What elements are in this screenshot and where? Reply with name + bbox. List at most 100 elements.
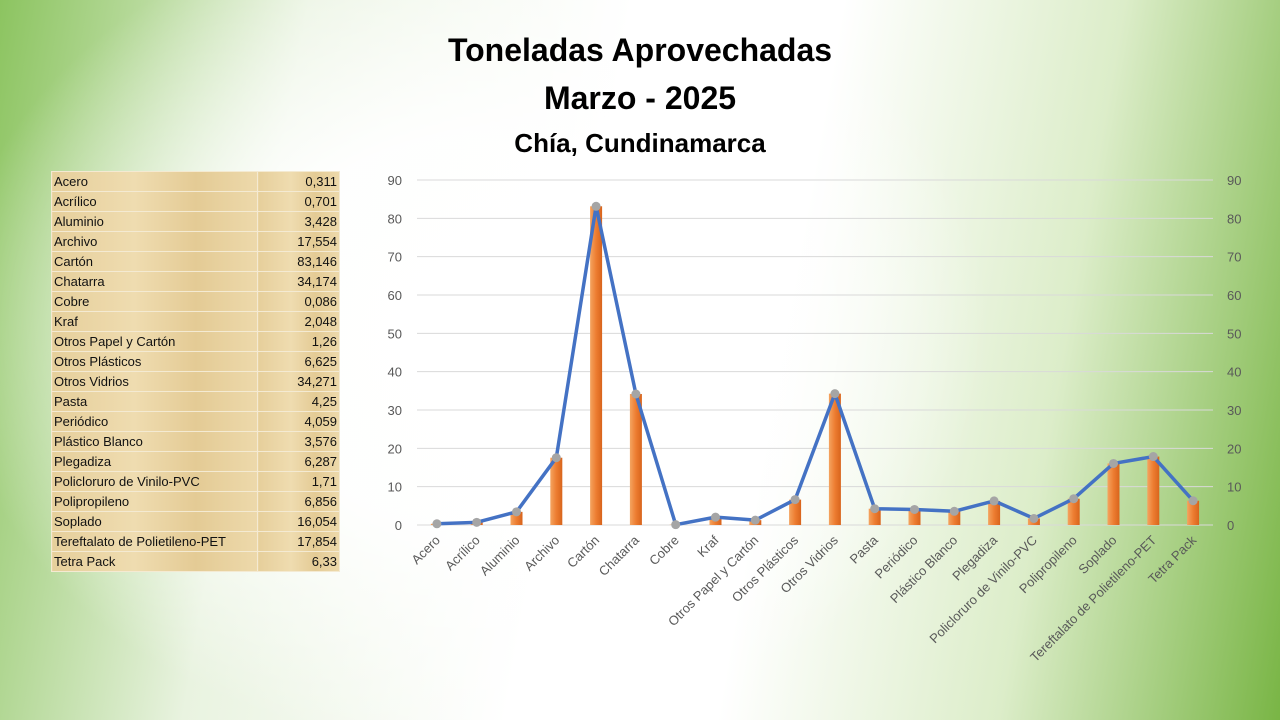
table-row: Otros Plásticos 6,625 [51, 351, 340, 372]
line-marker [830, 389, 840, 399]
line-marker [1069, 494, 1079, 504]
y-tick-label: 50 [388, 326, 402, 341]
y-tick-label: 20 [388, 441, 402, 456]
secondary-y-tick-label: 80 [1227, 211, 1241, 226]
location-title: Chía, Cundinamarca [514, 128, 766, 158]
table-row: Periódico 4,059 [51, 411, 340, 432]
material-cell: Plegadiza [51, 451, 258, 472]
secondary-y-tick-label: 10 [1227, 480, 1241, 495]
secondary-y-tick-label: 50 [1227, 326, 1241, 341]
bar [828, 393, 841, 525]
bar [1187, 500, 1200, 525]
bar [988, 500, 1001, 525]
bar [590, 206, 603, 525]
material-cell: Otros Papel y Cartón [51, 331, 258, 352]
line-marker [631, 389, 641, 399]
x-tick-label: Acero [408, 533, 443, 568]
line-marker [1029, 513, 1039, 523]
x-tick-label: Cobre [646, 533, 682, 569]
value-cell: 0,311 [257, 171, 340, 192]
line-marker [512, 507, 521, 517]
line-marker [1109, 458, 1118, 468]
material-cell: Cartón [51, 251, 258, 272]
line-marker [671, 520, 681, 530]
table-row: Aluminio 3,428 [51, 211, 340, 232]
table-row: Tetra Pack 6,33 [51, 551, 340, 572]
value-cell: 3,428 [257, 211, 340, 232]
material-cell: Periódico [51, 411, 258, 432]
value-cell: 3,576 [257, 431, 340, 452]
secondary-y-tick-label: 30 [1227, 403, 1241, 418]
y-tick-label: 60 [388, 288, 402, 303]
x-tick-label: Kraf [694, 532, 722, 560]
table-row: Pasta 4,25 [51, 391, 340, 412]
material-cell: Tereftalato de Polietileno-PET [51, 531, 258, 552]
bar [1107, 463, 1120, 525]
chart-subtitle: Marzo - 2025 [543, 80, 737, 116]
table-row: Acero 0,311 [51, 171, 340, 192]
table-row: Plegadiza 6,287 [51, 451, 340, 472]
table-row: Cartón 83,146 [51, 251, 340, 272]
secondary-y-tick-label: 40 [1227, 365, 1241, 380]
table-row: Chatarra 34,174 [51, 271, 340, 292]
x-tick-label: Aluminio [477, 533, 523, 579]
line-marker [750, 515, 760, 525]
value-cell: 83,146 [257, 251, 340, 272]
line-marker [591, 201, 601, 211]
line-marker [472, 517, 482, 527]
y-tick-label: 90 [388, 173, 402, 188]
series-line [436, 204, 1195, 527]
line-marker [1148, 452, 1158, 462]
bar [789, 499, 802, 525]
line-marker [949, 506, 959, 516]
material-cell: Soplado [51, 511, 258, 532]
y-tick-label: 0 [395, 518, 402, 533]
data-table: Acero 0,311 Acrílico 0,701 Aluminio 3,428 Arch… [51, 171, 340, 572]
line-marker [551, 453, 561, 463]
secondary-y-tick-label: 20 [1227, 441, 1241, 456]
value-cell: 16,054 [257, 511, 340, 532]
y-tick-label: 80 [388, 211, 402, 226]
secondary-y-tick-label: 70 [1227, 250, 1241, 265]
line-marker [910, 504, 919, 514]
line-marker [711, 512, 720, 522]
value-cell: 17,554 [257, 231, 340, 252]
value-cell: 4,059 [257, 411, 340, 432]
line-marker [432, 519, 442, 529]
x-tick-label: Cartón [564, 533, 602, 571]
material-cell: Otros Plásticos [51, 351, 258, 372]
value-cell: 2,048 [257, 311, 340, 332]
value-cell: 0,086 [257, 291, 340, 312]
bar [948, 511, 961, 525]
chart-title: Toneladas Aprovechadas [447, 32, 833, 68]
value-cell: 6,625 [257, 351, 340, 372]
material-cell: Tetra Pack [51, 551, 258, 572]
table-row: Otros Vidrios 34,271 [51, 371, 340, 392]
bar [908, 509, 921, 525]
bar [550, 457, 563, 525]
x-tick-label: Archivo [521, 533, 562, 574]
secondary-y-tick-label: 60 [1227, 288, 1241, 303]
line-marker [790, 495, 800, 505]
value-cell: 6,33 [257, 551, 340, 572]
material-cell: Plástico Blanco [51, 431, 258, 452]
x-tick-label: Chatarra [596, 532, 643, 579]
material-cell: Pasta [51, 391, 258, 412]
table-row: Policloruro de Vinilo-PVC 1,71 [51, 471, 340, 492]
bar [629, 393, 642, 525]
bar [1147, 456, 1160, 525]
material-cell: Aluminio [51, 211, 258, 232]
y-tick-label: 30 [388, 403, 402, 418]
table-row: Soplado 16,054 [51, 511, 340, 532]
secondary-y-tick-label: 0 [1227, 518, 1234, 533]
table-row: Kraf 2,048 [51, 311, 340, 332]
y-tick-label: 10 [388, 480, 402, 495]
line-marker [870, 504, 880, 514]
value-cell: 34,271 [257, 371, 340, 392]
value-cell: 34,174 [257, 271, 340, 292]
x-tick-label: Pasta [847, 532, 882, 567]
y-tick-label: 70 [388, 250, 402, 265]
value-cell: 4,25 [257, 391, 340, 412]
secondary-y-tick-label: 90 [1227, 173, 1241, 188]
